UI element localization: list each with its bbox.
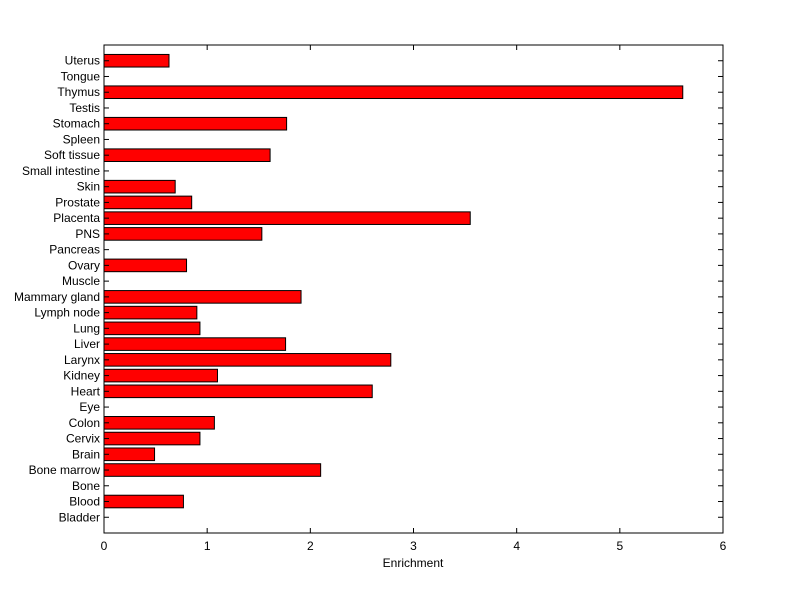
bar-brain	[103, 447, 156, 462]
bar-mammary-gland	[103, 290, 302, 304]
y-tick-label: Bone marrow	[29, 463, 101, 477]
bar-uterus	[103, 53, 170, 68]
y-tick-label: Soft tissue	[44, 148, 100, 162]
bar-lung	[103, 321, 201, 336]
y-tick-label: Skin	[77, 180, 100, 194]
y-tick-label: PNS	[75, 227, 100, 241]
bar-liver	[103, 337, 287, 351]
bar-larynx	[103, 353, 392, 367]
y-tick-label: Lymph node	[34, 306, 100, 320]
y-tick-label: Brain	[72, 447, 100, 461]
y-tick-label: Thymus	[57, 85, 100, 99]
x-tick-labels: 0 1 2 3 4 5 6	[101, 539, 727, 553]
x-tick-label: 3	[410, 539, 417, 553]
bar-heart	[103, 384, 373, 399]
x-tick-label: 6	[720, 539, 727, 553]
y-tick-label: Heart	[71, 384, 101, 398]
bar-lymph-node	[103, 305, 198, 320]
x-tick-label: 5	[616, 539, 623, 553]
bar-kidney	[103, 368, 218, 383]
y-tick-label: Blood	[69, 495, 100, 509]
plot-frame	[103, 44, 724, 534]
bar-prostate	[103, 195, 193, 210]
bar-colon	[103, 416, 215, 430]
y-tick-label: Pancreas	[49, 243, 100, 257]
y-tick-label: Prostate	[55, 195, 100, 209]
y-tick-label: Small intestine	[22, 164, 100, 178]
y-tick-label: Cervix	[66, 432, 100, 446]
y-tick-label: Lung	[73, 321, 100, 335]
y-tick-label: Mammary gland	[14, 290, 100, 304]
y-tick-label: Bladder	[59, 510, 100, 524]
bar-pns	[103, 227, 263, 241]
y-tick-label: Tongue	[61, 69, 101, 83]
y-tick-label: Ovary	[68, 258, 100, 272]
y-tick-label: Eye	[79, 400, 100, 414]
x-tick-label: 1	[204, 539, 211, 553]
y-tick-label: Muscle	[62, 274, 100, 288]
y-tick-label: Testis	[69, 101, 100, 115]
y-tick-label: Placenta	[53, 211, 100, 225]
bar-stomach	[103, 116, 288, 131]
y-tick-label: Uterus	[65, 54, 100, 68]
x-axis-label: Enrichment	[383, 556, 444, 570]
bar-bone-marrow	[103, 463, 322, 477]
bar-thymus	[103, 85, 684, 100]
y-tick-label: Stomach	[53, 117, 100, 131]
x-tick-label: 4	[513, 539, 520, 553]
bar-cervix	[103, 431, 201, 446]
x-tick-label: 0	[101, 539, 108, 553]
bar-ovary	[103, 258, 188, 273]
y-tick-label: Larynx	[64, 353, 100, 367]
bar-placenta	[103, 211, 471, 225]
y-tick-label: Bone	[72, 479, 100, 493]
bar-skin	[103, 179, 176, 194]
bar-blood	[103, 494, 184, 509]
y-tick-label: Kidney	[63, 369, 100, 383]
y-tick-label: Liver	[74, 337, 100, 351]
y-tick-label: Colon	[69, 416, 100, 430]
x-tick-label: 2	[307, 539, 314, 553]
y-tick-label: Spleen	[63, 132, 100, 146]
bar-soft-tissue	[103, 148, 271, 162]
